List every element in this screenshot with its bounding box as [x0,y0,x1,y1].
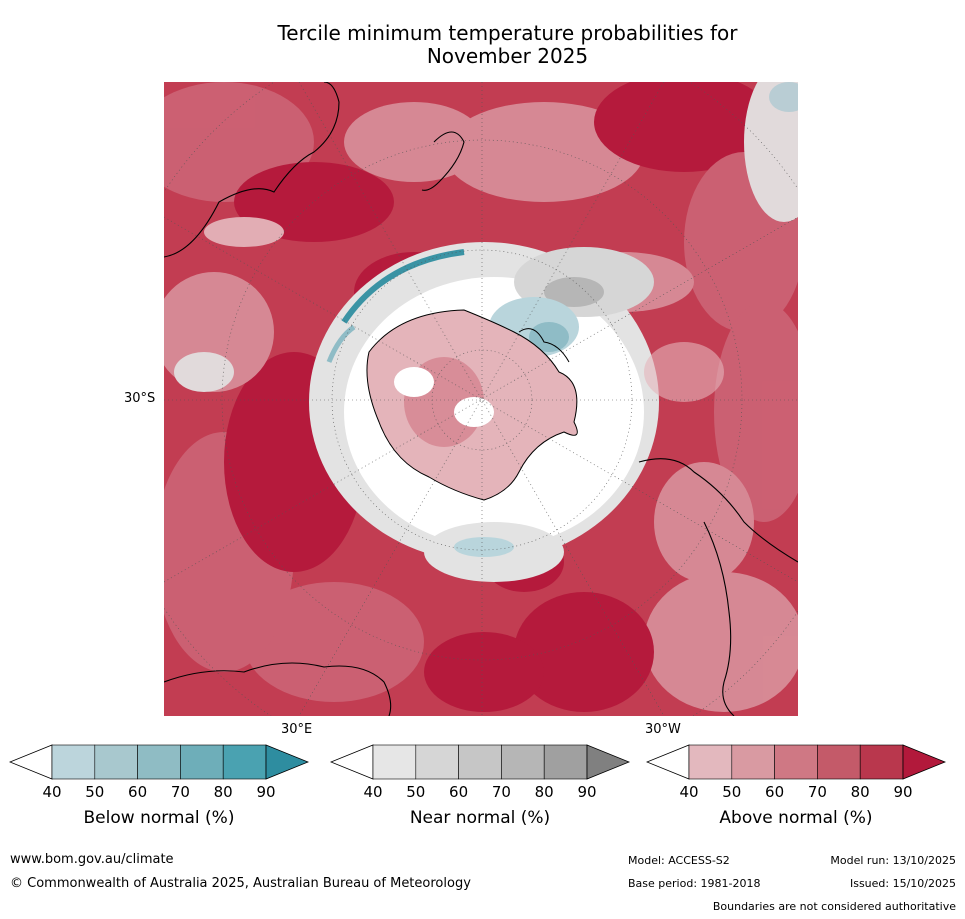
new-zealand-coastline [421,131,465,191]
colorbar-segment [137,744,181,780]
colorbar-tick-label: 80 [534,783,554,801]
map-svg [164,82,798,716]
colorbar-segment [372,744,417,780]
colorbar-segment [180,744,224,780]
colorbar-svg [9,744,309,780]
colorbar-segment [817,744,861,780]
colorbar-under-triangle [330,744,374,780]
colorbar-segment [415,744,459,780]
colorbar-segment [94,744,138,780]
graticule [164,82,798,716]
colorbar-segment [458,744,502,780]
colorbar-tick-label: 80 [213,783,233,801]
copyright-text: © Commonwealth of Australia 2025, Austra… [10,876,471,891]
africa-coastline [164,662,392,716]
colorbar-segment [501,744,545,780]
colorbar-svg [330,744,630,780]
colorbar-segment [222,744,267,780]
colorbar-svg [646,744,946,780]
colorbar-segment [859,744,904,780]
antarctica [366,309,578,501]
title-line-2: November 2025 [426,44,589,68]
colorbar-tick-label: 50 [85,783,105,801]
colorbar-under-triangle [9,744,53,780]
colorbar-below-label: Below normal (%) [83,808,235,828]
colorbar-segment [688,744,733,780]
colorbar-above-label: Above normal (%) [719,808,873,828]
issued-text: Issued: 15/10/2025 [849,877,956,890]
colorbar-tick-label: 60 [449,783,469,801]
colorbar-near [330,744,630,780]
colorbar-over-triangle [902,744,946,780]
continents [164,82,798,716]
colorbar-tick-label: 50 [722,783,742,801]
south-america-east-coastline [703,521,735,716]
colorbar-segment [774,744,818,780]
colorbar-tick-label: 90 [893,783,913,801]
lon-label-30w: 30°W [645,722,681,737]
australia-coastline [164,82,340,258]
colorbar-above [646,744,946,780]
website-link[interactable]: www.bom.gov.au/climate [10,852,174,867]
colorbar-tick-label: 50 [406,783,426,801]
disclaimer-text: Boundaries are not considered authoritat… [712,900,956,913]
model-run-text: Model run: 13/10/2025 [830,854,956,867]
model-text: Model: ACCESS-S2 [628,854,730,867]
colorbar-below [9,744,309,780]
colorbar-segment [543,744,588,780]
colorbar-tick-label: 90 [256,783,276,801]
colorbar-over-triangle [586,744,630,780]
colorbar-over-triangle [265,744,309,780]
colorbar-tick-label: 40 [363,783,383,801]
colorbar-tick-label: 60 [128,783,148,801]
colorbar-under-triangle [646,744,690,780]
lat-label-30s: 30°S [124,391,156,406]
base-period-text: Base period: 1981-2018 [628,877,761,890]
colorbar-tick-label: 70 [491,783,511,801]
colorbar-tick-label: 40 [42,783,62,801]
colorbar-tick-label: 70 [807,783,827,801]
colorbar-tick-label: 70 [170,783,190,801]
probability-map [164,82,798,716]
colorbar-tick-label: 80 [850,783,870,801]
title-line-1: Tercile minimum temperature probabilitie… [277,21,738,45]
south-america-coastline [638,458,798,563]
colorbar-tick-label: 90 [577,783,597,801]
colorbar-tick-label: 40 [679,783,699,801]
map-title: Tercile minimum temperature probabilitie… [0,22,965,68]
colorbar-tick-label: 60 [765,783,785,801]
colorbar-segment [51,744,96,780]
lon-label-30e: 30°E [281,722,313,737]
colorbar-near-label: Near normal (%) [409,808,551,828]
colorbar-segment [731,744,775,780]
